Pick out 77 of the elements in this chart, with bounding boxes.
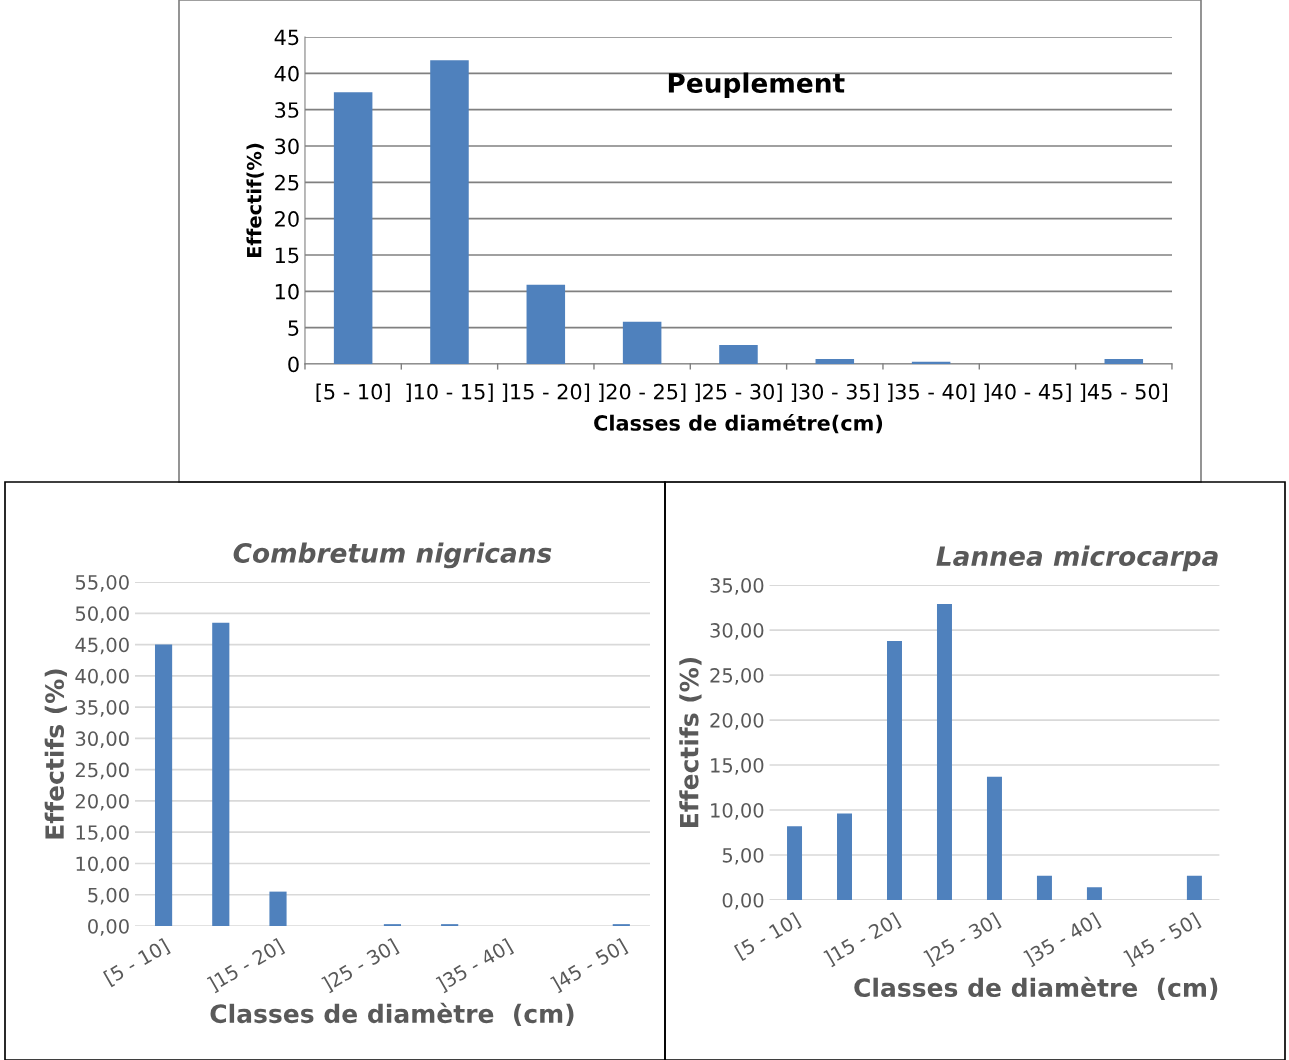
bar	[622, 321, 662, 364]
x-tick-label: ]25 - 30]	[923, 911, 1002, 968]
y-tick-label: 10,00	[711, 802, 764, 820]
y-tick-label: 30,00	[710, 623, 764, 640]
bar	[815, 358, 855, 364]
y-tick-label: 0,00	[722, 892, 764, 910]
x-axis-title: Classes de diamétre(cm)	[594, 413, 883, 434]
bar	[986, 776, 1002, 900]
bar	[526, 284, 566, 364]
bar	[430, 60, 469, 364]
y-tick-label: 35,00	[710, 578, 764, 595]
y-tick-label: 40,00	[75, 668, 129, 686]
y-tick-label: 5	[288, 320, 299, 336]
x-tick-label: ]15 - 20]	[502, 383, 590, 403]
y-tick-label: 10,00	[76, 856, 129, 874]
y-tick-label: 0	[288, 356, 299, 373]
y-tick-label: 25,00	[710, 668, 764, 685]
y-tick-label: 50,00	[75, 606, 129, 623]
x-tick-label: ]25 - 30]	[695, 383, 782, 403]
y-tick-label: 30	[275, 138, 299, 155]
y-tick-label: 30,00	[75, 731, 129, 749]
x-tick-label: ]35 - 40]	[888, 383, 975, 403]
x-axis-title: Classes de diamètre (cm)	[854, 976, 1218, 1000]
y-tick-label: 20,00	[710, 713, 764, 730]
bar	[269, 891, 287, 927]
y-tick-label: 0,00	[88, 918, 129, 936]
y-tick-label: 15,00	[711, 757, 764, 775]
y-tick-label: 25	[275, 174, 299, 191]
x-tick-label: ]45 - 50]	[1123, 911, 1202, 968]
x-tick-label: ]20 - 25]	[599, 383, 686, 403]
bar	[887, 640, 902, 900]
y-tick-label: 35	[275, 102, 299, 118]
x-tick-label: ]15 - 20]	[206, 937, 286, 994]
bar	[333, 92, 373, 364]
y-axis-title: Effectifs (%)	[679, 657, 702, 827]
y-tick-label: 15,00	[76, 825, 129, 842]
y-tick-label: 25,00	[75, 762, 129, 780]
x-tick-label: ]35 - 40]	[435, 937, 515, 994]
y-tick-label: 45	[274, 29, 299, 46]
y-tick-label: 20	[275, 211, 299, 227]
y-tick-label: 10	[275, 283, 299, 300]
x-tick-label: ]25 - 30]	[321, 937, 400, 994]
x-tick-label: ]45 - 50]	[1080, 383, 1168, 403]
x-tick-label: ]30 - 35]	[791, 383, 879, 403]
chart-title: Lannea microcarpa	[936, 545, 1218, 572]
bar	[1186, 875, 1202, 900]
y-tick-label: 40	[274, 65, 299, 82]
text: Peuplement	[668, 72, 845, 99]
bar	[719, 345, 758, 364]
bar	[1036, 875, 1052, 900]
x-tick-label: ]40 - 45]	[984, 383, 1071, 403]
bar	[787, 826, 803, 900]
bar	[936, 604, 952, 900]
chart-title: Combretum nigricans	[233, 542, 552, 569]
x-tick-label: [5 - 10]	[102, 937, 171, 988]
x-tick-label: ]10 - 15]	[406, 383, 493, 403]
y-tick-label: 55,00	[75, 575, 129, 592]
bar	[154, 644, 173, 927]
bar	[1104, 358, 1144, 364]
y-tick-label: 35,00	[75, 700, 129, 717]
x-tick-label: [5 - 10]	[733, 911, 802, 962]
x-tick-label: ]45 - 50]	[550, 937, 629, 994]
bar	[212, 622, 230, 927]
bar	[837, 813, 853, 900]
y-axis-title: Effectifs (%)	[44, 669, 67, 839]
y-tick-label: 45,00	[75, 637, 129, 655]
y-tick-label: 15	[275, 247, 299, 264]
y-tick-label: 5,00	[88, 887, 129, 905]
bar	[911, 361, 951, 364]
x-tick-label: ]15 - 20]	[823, 911, 902, 968]
y-tick-label: 5,00	[722, 847, 764, 865]
x-tick-label: [5 - 10]	[316, 383, 390, 403]
y-axis-title: Effectif(%)	[246, 143, 264, 258]
x-axis-title: Classes de diamètre (cm)	[210, 1002, 574, 1027]
x-tick-label: ]35 - 40]	[1023, 911, 1102, 968]
bar	[1086, 887, 1102, 900]
y-tick-label: 20,00	[75, 793, 129, 811]
